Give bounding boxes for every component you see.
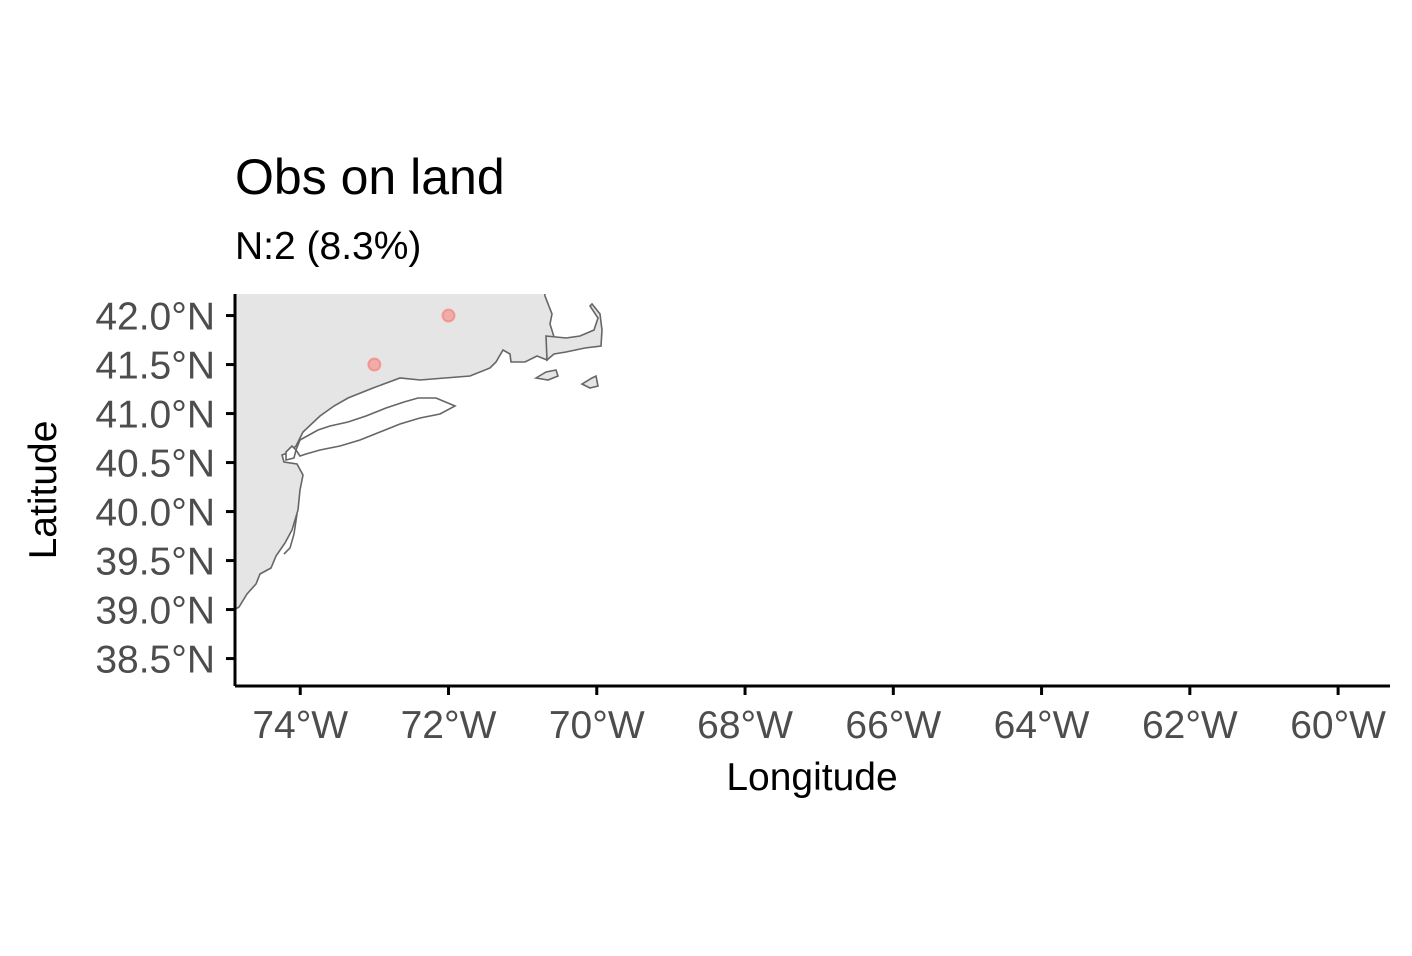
x-axis-title: Longitude	[726, 756, 897, 799]
land-staten-island	[285, 444, 297, 462]
observation-points	[367, 308, 456, 372]
y-tick-label: 41.0°N	[95, 394, 215, 437]
x-tick-label: 74°W	[252, 704, 348, 747]
observation-point	[367, 357, 382, 372]
x-tick-label: 62°W	[1142, 704, 1238, 747]
chart-subtitle: N:2 (8.3%)	[235, 225, 422, 268]
x-tick-label: 70°W	[549, 704, 645, 747]
land-nantucket	[580, 374, 599, 389]
x-tick-label: 72°W	[401, 704, 497, 747]
y-tick-label: 38.5°N	[95, 639, 215, 682]
x-tick-label: 60°W	[1290, 704, 1386, 747]
land-long-island	[295, 397, 457, 457]
land-layer	[235, 294, 603, 611]
x-axis-ticks: 74°W 72°W 70°W 68°W 66°W 64°W 62°W 60°W	[252, 686, 1386, 747]
x-tick-label: 68°W	[697, 704, 793, 747]
y-axis-ticks: 42.0°N 41.5°N 41.0°N 40.5°N 40.0°N 39.5°N 39.0…	[95, 296, 235, 682]
land-cape-cod	[545, 302, 603, 362]
land-marthas-vineyard	[533, 369, 559, 381]
land-mainland	[235, 294, 556, 611]
y-axis-title: Latitude	[22, 421, 65, 560]
land-barrier-island	[283, 513, 298, 555]
y-tick-label: 40.5°N	[95, 443, 215, 486]
y-tick-label: 39.5°N	[95, 541, 215, 584]
y-tick-label: 39.0°N	[95, 590, 215, 633]
y-tick-label: 41.5°N	[95, 345, 215, 388]
x-tick-label: 66°W	[845, 704, 941, 747]
y-tick-label: 40.0°N	[95, 492, 215, 535]
y-tick-label: 42.0°N	[95, 296, 215, 339]
observation-point	[441, 308, 456, 323]
chart-title: Obs on land	[235, 149, 505, 205]
x-tick-label: 64°W	[994, 704, 1090, 747]
